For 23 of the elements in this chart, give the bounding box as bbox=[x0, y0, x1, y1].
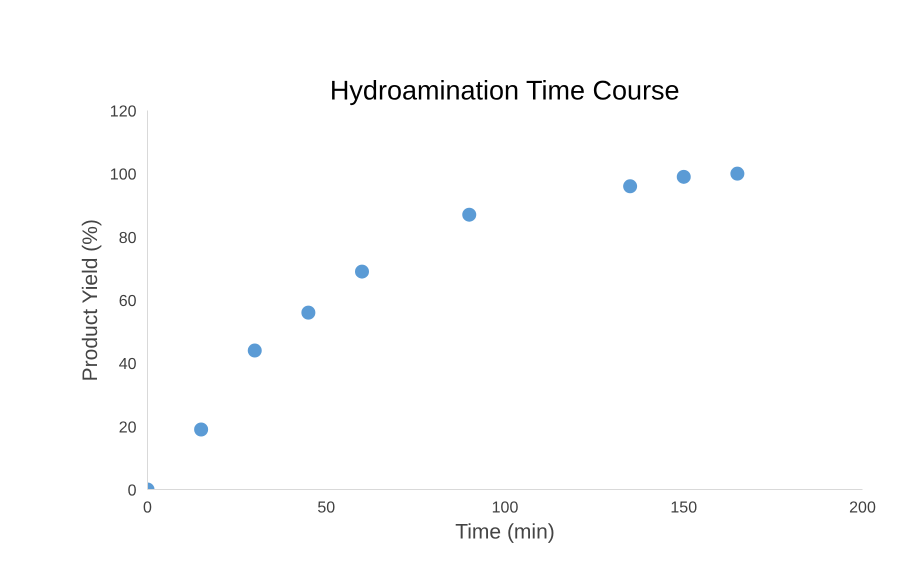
x-tick-label: 0 bbox=[143, 500, 152, 516]
chart-title: Hydroamination Time Course bbox=[330, 76, 680, 106]
x-axis-title: Time (min) bbox=[455, 520, 555, 544]
y-axis-title: Product Yield (%) bbox=[78, 219, 102, 382]
x-tick-label: 100 bbox=[492, 500, 518, 516]
y-tick-label: 0 bbox=[128, 482, 137, 500]
point bbox=[462, 208, 476, 222]
y-tick-label: 120 bbox=[110, 104, 137, 120]
x-tick-label: 50 bbox=[317, 500, 336, 516]
x-tick-label: 200 bbox=[849, 500, 876, 516]
point bbox=[194, 422, 208, 436]
point bbox=[623, 179, 638, 194]
y-tick-label: 100 bbox=[110, 166, 137, 184]
y-tick-label: 80 bbox=[118, 230, 137, 247]
point bbox=[301, 306, 316, 320]
y-tick-label: 20 bbox=[118, 419, 137, 436]
point bbox=[730, 166, 744, 181]
point bbox=[355, 264, 369, 279]
y-tick-label: 40 bbox=[118, 356, 137, 374]
y-tick-label: 60 bbox=[118, 293, 137, 310]
x-tick-label: 150 bbox=[670, 500, 698, 516]
point bbox=[248, 344, 262, 358]
point bbox=[676, 170, 691, 184]
